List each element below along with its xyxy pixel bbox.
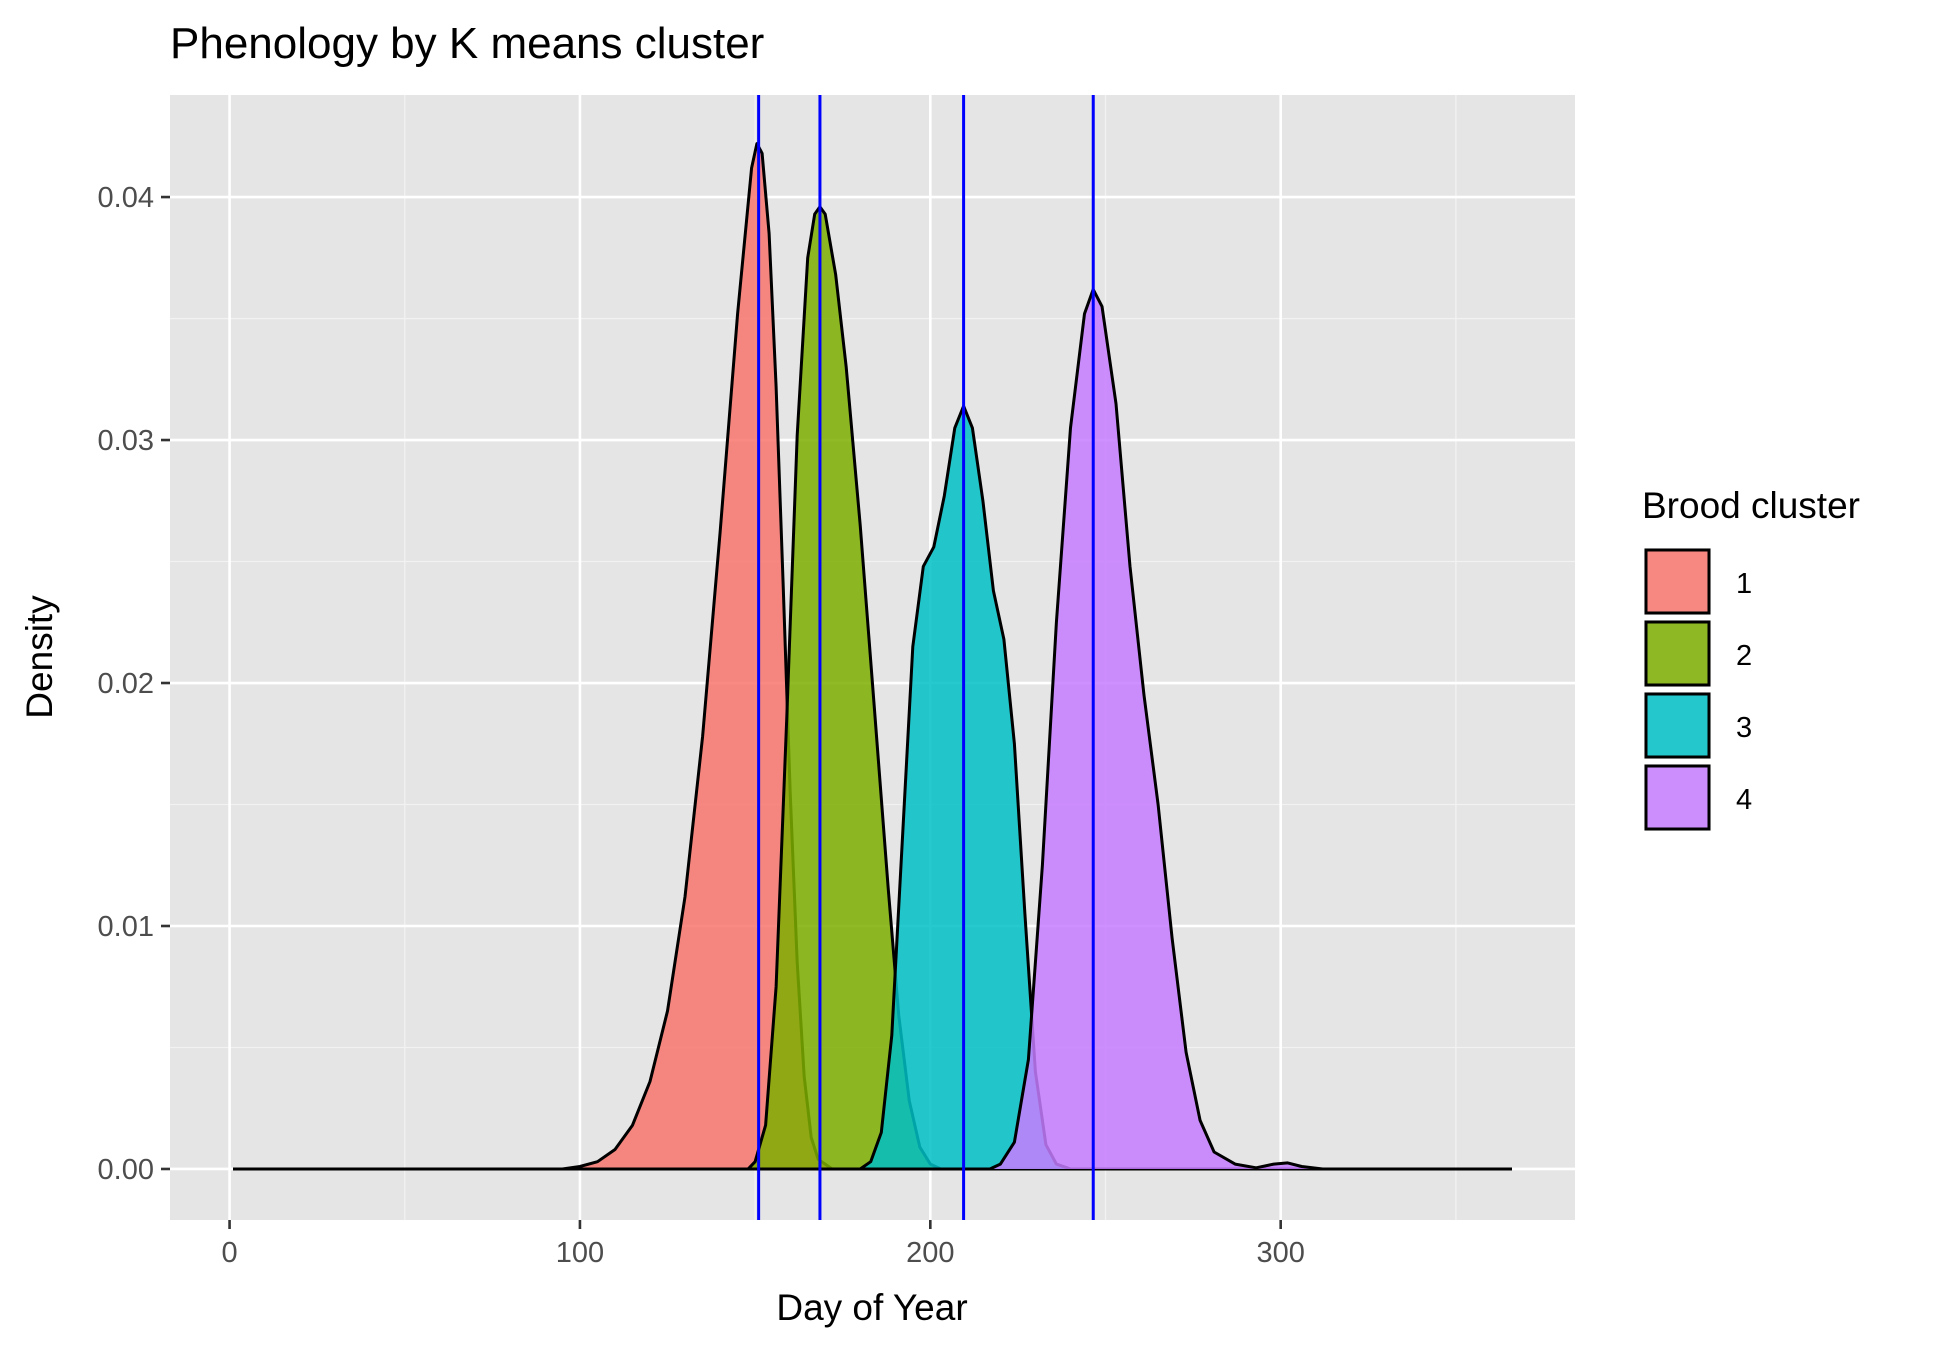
legend-label-4: 4 <box>1736 784 1752 816</box>
y-tick-label: 0.04 <box>98 182 154 214</box>
y-tick-label: 0.02 <box>98 668 154 700</box>
legend-key-2 <box>1644 620 1711 687</box>
legend-label-1: 1 <box>1736 568 1752 600</box>
y-axis-title: Density <box>19 595 60 719</box>
legend: Brood cluster 1 2 3 4 <box>1642 485 1860 831</box>
x-tick-label: 100 <box>556 1237 604 1269</box>
mean-lines <box>757 95 1095 1220</box>
legend-title: Brood cluster <box>1642 485 1860 526</box>
x-axis-title: Day of Year <box>776 1287 967 1328</box>
x-tick-label: 200 <box>906 1237 954 1269</box>
legend-key-1 <box>1644 548 1711 615</box>
y-tick-label: 0.03 <box>98 425 154 457</box>
x-tick-label: 300 <box>1256 1237 1304 1269</box>
x-tick-label: 0 <box>221 1237 237 1269</box>
legend-key-4 <box>1644 764 1711 831</box>
y-axis: 0.00 0.01 0.02 0.03 0.04 <box>98 182 170 1186</box>
legend-label-3: 3 <box>1736 712 1752 744</box>
chart-title: Phenology by K means cluster <box>170 19 764 68</box>
x-axis: 0 100 200 300 <box>221 1220 1305 1269</box>
y-tick-label: 0.01 <box>98 911 154 943</box>
legend-label-2: 2 <box>1736 640 1752 672</box>
density-outline-4 <box>233 287 1512 1171</box>
legend-key-3 <box>1644 692 1711 759</box>
y-tick-label: 0.00 <box>98 1154 154 1186</box>
